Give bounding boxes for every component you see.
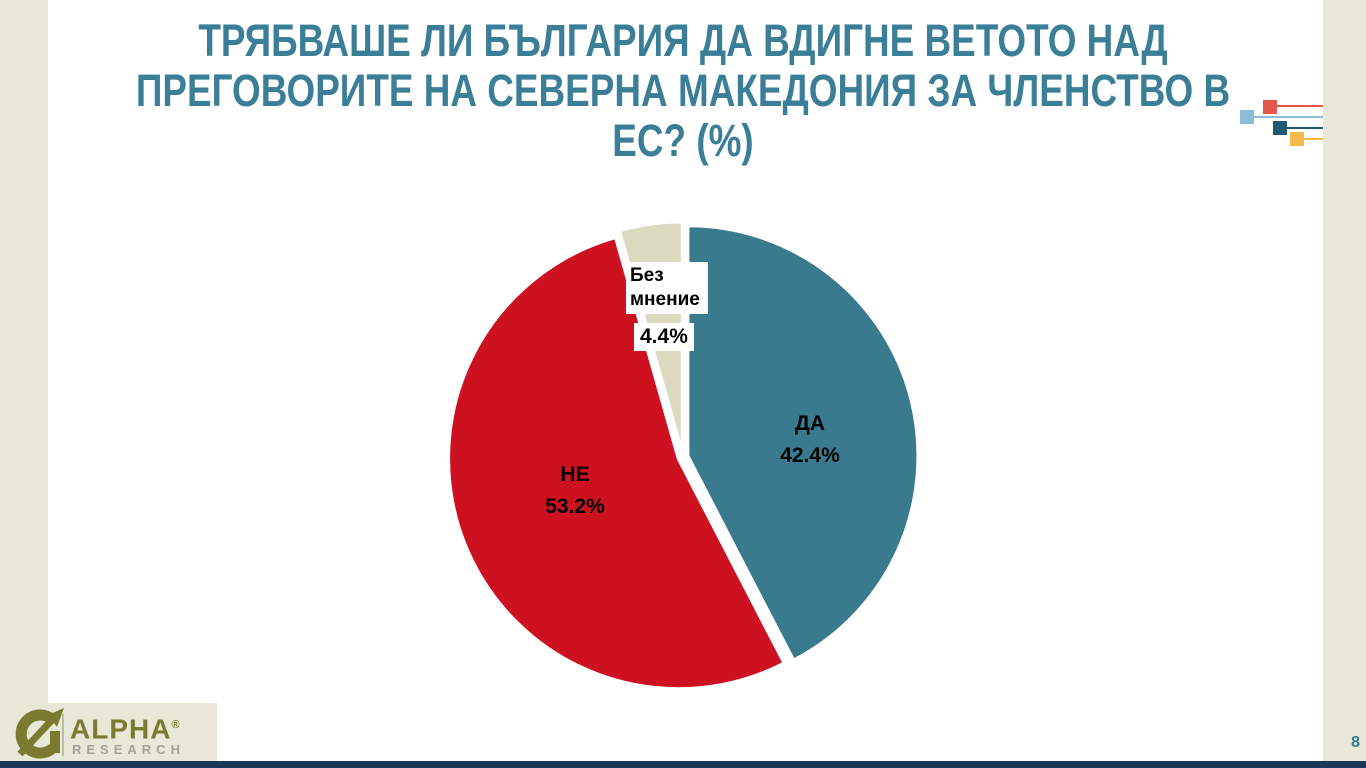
pie-label-no-opinion-value: 4.4%	[634, 323, 694, 351]
slide-title: ТРЯБВАШЕ ЛИ БЪЛГАРИЯ ДА ВДИГНЕ ВЕТОТО НА…	[123, 16, 1243, 166]
right-accent-band	[1323, 0, 1366, 768]
slide-title-line-1: ТРЯБВАШЕ ЛИ БЪЛГАРИЯ ДА ВДИГНЕ ВЕТОТО НА…	[198, 15, 1168, 66]
logo-subtitle: RESEARCH	[72, 742, 185, 757]
pie-slice-yes	[686, 224, 920, 662]
pie-label-no-name: НЕ	[560, 463, 590, 486]
pie-chart	[447, 220, 920, 691]
pie-slice-no	[447, 235, 786, 691]
alpha-logo-icon	[15, 708, 64, 759]
connector-square-yellow	[1290, 132, 1304, 146]
pie-label-no-value: 53.2%	[545, 495, 605, 518]
logo-brand: ALPHA®	[70, 710, 181, 744]
pie-label-yes: ДА 42.4%	[735, 408, 885, 472]
registered-mark-icon: ®	[171, 719, 181, 731]
connector-square-dark-teal	[1273, 121, 1287, 135]
slide-title-line-3: ЕС? (%)	[612, 115, 754, 166]
alpha-research-logo: ALPHA® RESEARCH	[0, 703, 217, 768]
bottom-navy-bar	[0, 761, 1366, 768]
pie-label-yes-name: ДА	[794, 412, 826, 435]
slide-title-line-2: ПРЕГОВОРИТЕ НА СЕВЕРНА МАКЕДОНИЯ ЗА ЧЛЕН…	[135, 65, 1231, 116]
connector-square-light-blue	[1240, 110, 1254, 124]
connector-decoration	[1240, 100, 1323, 146]
connector-square-red	[1263, 100, 1277, 114]
pie-label-no-opinion-name: Без мнение	[626, 262, 708, 314]
pie-label-no: НЕ 53.2%	[500, 459, 650, 523]
logo-brand-text: ALPHA	[70, 713, 172, 745]
left-accent-band	[0, 0, 48, 768]
logo-divider	[62, 714, 64, 756]
page-number: 8	[1351, 734, 1360, 751]
pie-label-yes-value: 42.4%	[780, 444, 840, 467]
